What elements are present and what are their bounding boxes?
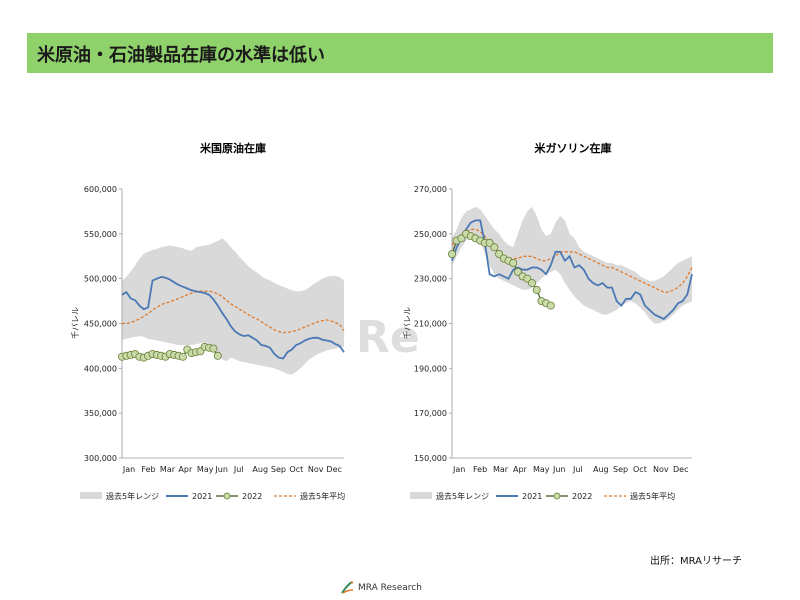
- chart-us-crude: 米国原油在庫 300,000 350,000 400,000 450,000 500,00…: [70, 141, 345, 501]
- x-tick-label: Oct: [289, 465, 303, 474]
- page-title: 米原油・石油製品在庫の水準は低い: [37, 45, 325, 66]
- watermark-text: Re: [356, 312, 420, 363]
- x-tick-label: Aug: [593, 465, 609, 474]
- legend-swatch-range: [80, 492, 102, 499]
- legend: 過去5年レンジ 2021 2022 過去5年平均: [80, 491, 345, 501]
- x-tick-label: May: [197, 465, 214, 474]
- chart-title: 米ガソリン在庫: [534, 141, 612, 155]
- point-2022: [509, 258, 518, 267]
- y-tick-label: 350,000: [84, 409, 117, 418]
- chart-title: 米国原油在庫: [199, 141, 266, 155]
- legend-label: 2021: [522, 492, 542, 501]
- series-line-avg5: [451, 228, 693, 293]
- series-line-avg5: [122, 290, 345, 334]
- x-tick-label: Nov: [308, 465, 324, 474]
- x-tick-label: Sep: [271, 465, 286, 474]
- y-tick-label: 210,000: [414, 320, 447, 329]
- y-tick-label: 150,000: [414, 454, 447, 463]
- range-band: [452, 206, 692, 324]
- series-line-2021: [451, 219, 693, 321]
- legend-marker-2022: [223, 492, 231, 500]
- legend-label: 2021: [192, 492, 212, 501]
- x-tick-label: Jan: [452, 465, 465, 474]
- x-tick-label: Dec: [326, 465, 341, 474]
- x-tick-label: Jul: [572, 465, 583, 474]
- logo-icon: [341, 581, 354, 594]
- y-tick-label: 500,000: [84, 275, 117, 284]
- point-2022: [213, 351, 222, 360]
- x-tick-label: Apr: [178, 465, 193, 474]
- point-2022: [209, 344, 218, 353]
- y-tick-label: 250,000: [414, 230, 447, 239]
- legend-label: 過去5年レンジ: [436, 491, 489, 501]
- x-tick-label: Oct: [633, 465, 647, 474]
- point-2022: [490, 243, 499, 252]
- x-tick-label: May: [533, 465, 550, 474]
- point-2022: [528, 279, 537, 288]
- y-tick-label: 450,000: [84, 320, 117, 329]
- point-2022: [178, 352, 187, 361]
- y-tick-label: 170,000: [414, 409, 447, 418]
- x-tick-label: Feb: [473, 465, 487, 474]
- legend-label: 過去5年平均: [300, 491, 345, 501]
- x-tick-label: Jan: [122, 465, 135, 474]
- x-tick-label: Apr: [513, 465, 528, 474]
- legend: 過去5年レンジ 2021 2022 過去5年平均: [410, 491, 675, 501]
- y-tick-label: 230,000: [414, 275, 447, 284]
- logo: MRA Research: [340, 580, 422, 596]
- legend-label: 2022: [242, 492, 262, 501]
- legend-marker-2022: [553, 492, 561, 500]
- point-2022: [532, 285, 541, 294]
- x-tick-label: Aug: [252, 465, 268, 474]
- x-tick-label: Mar: [493, 465, 509, 474]
- legend-swatch-range: [410, 492, 432, 499]
- y-tick-label: 190,000: [414, 364, 447, 373]
- x-tick-label: Jun: [214, 465, 228, 474]
- source-note: 出所：MRAリサーチ: [650, 556, 743, 567]
- y-tick-label: 400,000: [84, 364, 117, 373]
- x-tick-label: Sep: [613, 465, 628, 474]
- legend-label: 2022: [572, 492, 592, 501]
- legend-label: 過去5年平均: [630, 491, 675, 501]
- x-tick-label: Jul: [233, 465, 244, 474]
- y-tick-label: 600,000: [84, 185, 117, 194]
- legend-label: 過去5年レンジ: [106, 491, 159, 501]
- title-bar: 米原油・石油製品在庫の水準は低い: [27, 33, 773, 73]
- x-tick-label: Nov: [653, 465, 669, 474]
- series-line-2021: [121, 275, 345, 360]
- y-tick-label: 270,000: [414, 185, 447, 194]
- x-tick-label: Feb: [141, 465, 155, 474]
- y-axis-label: 千バレル: [402, 307, 412, 339]
- chart-us-gasoline: 米ガソリン在庫 150,000 170,000 190,000 210,000 230,0…: [402, 141, 693, 501]
- y-tick-label: 300,000: [84, 454, 117, 463]
- x-tick-label: Jun: [552, 465, 566, 474]
- x-tick-label: Mar: [160, 465, 176, 474]
- range-band: [122, 238, 344, 375]
- point-2022: [447, 249, 456, 258]
- point-2022: [546, 301, 555, 310]
- y-axis-label: 千バレル: [70, 307, 80, 339]
- y-tick-label: 550,000: [84, 230, 117, 239]
- point-2022: [485, 238, 494, 247]
- logo-text: MRA Research: [358, 583, 422, 593]
- x-tick-label: Dec: [673, 465, 688, 474]
